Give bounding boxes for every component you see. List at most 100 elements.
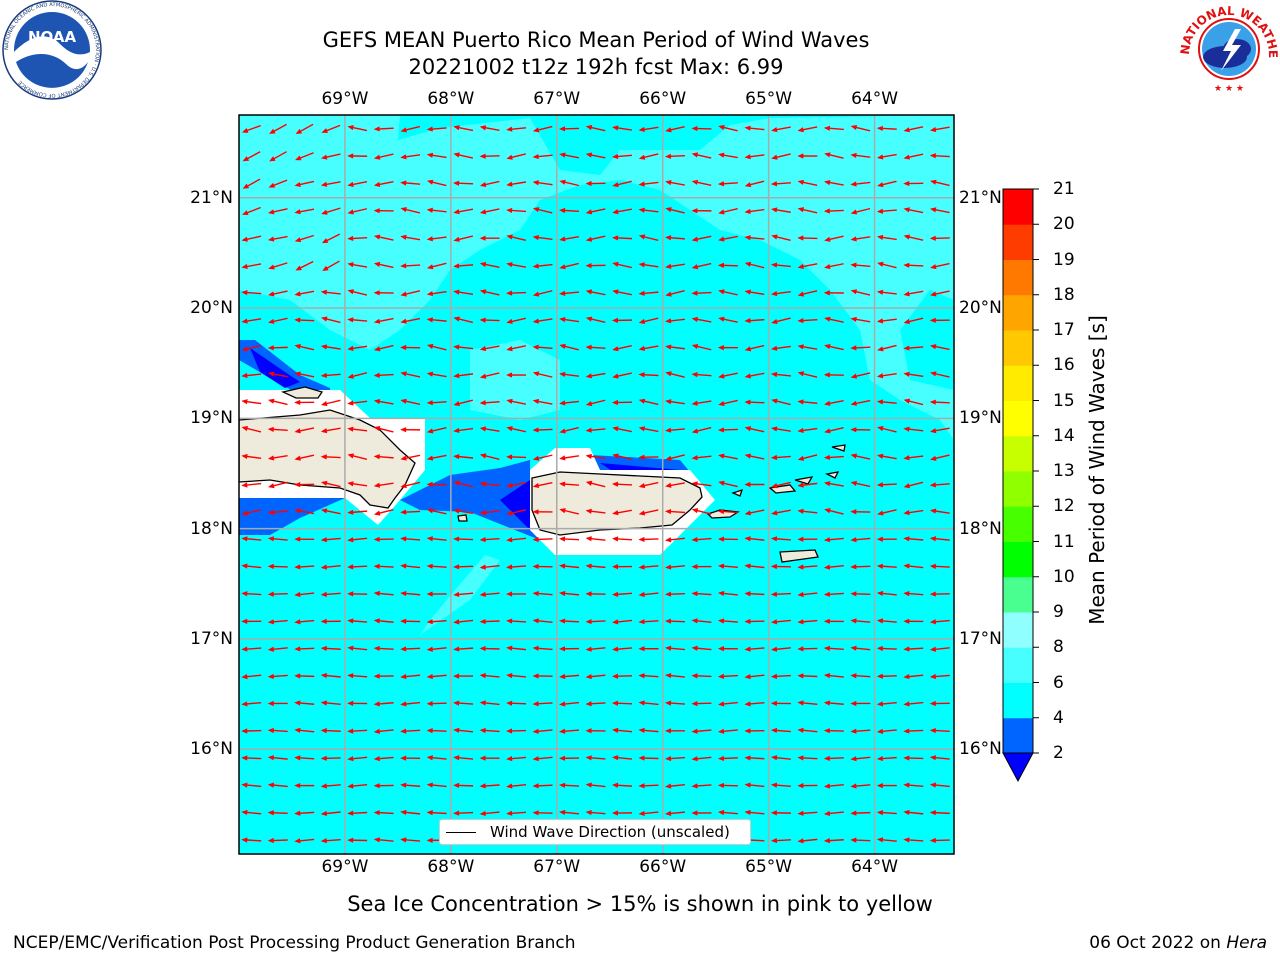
wind-wave-arrowhead [585, 152, 593, 158]
wind-wave-arrowhead [532, 673, 539, 679]
wind-wave-arrowhead [400, 563, 407, 569]
wind-wave-arrowhead [453, 454, 460, 460]
wind-wave-arrowhead [638, 372, 645, 378]
wind-wave-arrowhead [426, 619, 433, 625]
wind-wave-arrowhead [506, 537, 513, 543]
wind-wave-arrowhead [876, 837, 884, 843]
wind-wave-arrowhead [930, 264, 937, 270]
wind-wave-arrowhead [532, 234, 539, 241]
wind-wave-arrowhead [929, 344, 937, 350]
wind-wave-arrowhead [876, 728, 884, 734]
wind-wave-arrowhead [612, 426, 619, 432]
wind-wave-arrowhead [506, 700, 513, 706]
wind-wave-arrowhead [638, 126, 645, 132]
wind-wave-arrowhead [665, 783, 672, 789]
wind-wave-arrowhead [506, 756, 513, 762]
wind-wave-arrowhead [373, 181, 381, 187]
wind-wave-arrowhead [903, 809, 910, 816]
wind-wave-arrowhead [665, 318, 672, 324]
wind-wave-arrowhead [400, 291, 407, 297]
lon-tick-label: 69°W [321, 857, 369, 877]
svg-text:★ ★ ★: ★ ★ ★ [1214, 84, 1244, 94]
wind-wave-arrowhead [770, 563, 777, 570]
wind-wave-arrowhead [267, 755, 275, 761]
wind-wave-arrowhead [718, 152, 725, 158]
wind-wave-arrowhead [532, 756, 539, 762]
wind-wave-arrowhead [691, 810, 698, 816]
wind-wave-arrowhead [612, 755, 619, 761]
wind-wave-arrowhead [532, 398, 540, 405]
colorbar-segment [1003, 647, 1033, 683]
wind-wave-arrowhead [612, 153, 619, 160]
wind-wave-arrowhead [294, 482, 301, 488]
wind-wave-arrowhead [611, 673, 619, 679]
wind-wave-arrowhead [373, 563, 380, 569]
wind-wave-arrowhead [267, 318, 275, 324]
colorbar-segment [1003, 682, 1033, 719]
wind-wave-arrowhead [242, 183, 250, 189]
wind-wave-arrowhead [267, 455, 275, 461]
wind-wave-arrowhead [876, 645, 883, 652]
wind-wave-arrowhead [453, 591, 460, 598]
wind-wave-arrowhead [585, 125, 593, 131]
wind-wave-arrowhead [320, 810, 327, 817]
wind-wave-arrowhead [770, 371, 778, 378]
wind-wave-arrowhead [426, 755, 433, 761]
wind-wave-arrowhead [559, 207, 566, 214]
wind-wave-arrowhead [876, 755, 883, 762]
wind-wave-arrowhead [717, 809, 725, 816]
wind-wave-arrowhead [559, 536, 566, 542]
wind-wave-arrowhead [294, 371, 301, 377]
wind-wave-arrowhead [453, 673, 460, 679]
wind-wave-arrowhead [532, 590, 539, 597]
wind-wave-arrowhead [347, 537, 354, 543]
footer-left: NCEP/EMC/Verification Post Processing Pr… [13, 933, 576, 953]
wind-wave-arrowhead [665, 127, 672, 133]
wind-wave-arrowhead [479, 673, 486, 679]
wind-wave-arrowhead [453, 152, 460, 158]
wind-wave-arrowhead [585, 701, 592, 707]
wind-wave-arrowhead [479, 783, 486, 789]
wind-wave-arrowhead [453, 373, 460, 379]
wind-wave-arrowhead [347, 426, 354, 432]
wind-wave-arrowhead [241, 289, 248, 296]
wind-wave-arrowhead [267, 345, 274, 351]
colorbar-tick-label: 17 [1053, 320, 1075, 340]
wind-wave-arrowhead [770, 673, 778, 679]
colorbar-segment [1003, 259, 1033, 296]
wind-wave-arrowhead [665, 179, 672, 186]
wind-wave-arrowhead [320, 564, 327, 570]
wind-wave-arrowhead [585, 646, 592, 652]
wind-wave-arrowhead [479, 181, 487, 188]
lon-tick-label: 66°W [639, 857, 687, 877]
wind-wave-arrowhead [320, 755, 327, 761]
wind-wave-arrowhead [426, 179, 434, 185]
wind-wave-arrowhead [294, 155, 302, 161]
wind-wave-arrowhead [559, 673, 566, 680]
wind-wave-arrowhead [876, 234, 884, 241]
wind-wave-arrowhead [612, 727, 619, 733]
wind-wave-arrowhead [559, 371, 566, 377]
wind-wave-arrowhead [824, 236, 831, 242]
wind-wave-arrowhead [373, 290, 380, 296]
wind-wave-arrowhead [506, 181, 513, 187]
wind-wave-arrowhead [268, 182, 276, 188]
wind-wave-arrowhead [903, 674, 910, 680]
wind-wave-arrowhead [823, 838, 831, 844]
wind-wave-arrowhead [585, 209, 593, 215]
wind-wave-arrowhead [718, 236, 725, 242]
wind-wave-arrowhead [320, 618, 327, 625]
wind-wave-arrowhead [797, 482, 804, 488]
wind-wave-arrowhead [585, 236, 593, 242]
wind-wave-arrowhead [267, 646, 275, 652]
wind-wave-arrowhead [744, 755, 751, 761]
wind-wave-arrowhead [771, 318, 778, 325]
wind-wave-arrowhead [771, 483, 778, 489]
wind-wave-arrowhead [850, 783, 857, 789]
wind-wave-arrowhead [797, 508, 804, 514]
wind-wave-arrowhead [453, 401, 460, 407]
wind-wave-arrowhead [797, 591, 804, 598]
wind-wave-arrowhead [426, 563, 433, 569]
wind-wave-arrowhead [903, 591, 910, 597]
wind-wave-arrowhead [294, 209, 301, 215]
